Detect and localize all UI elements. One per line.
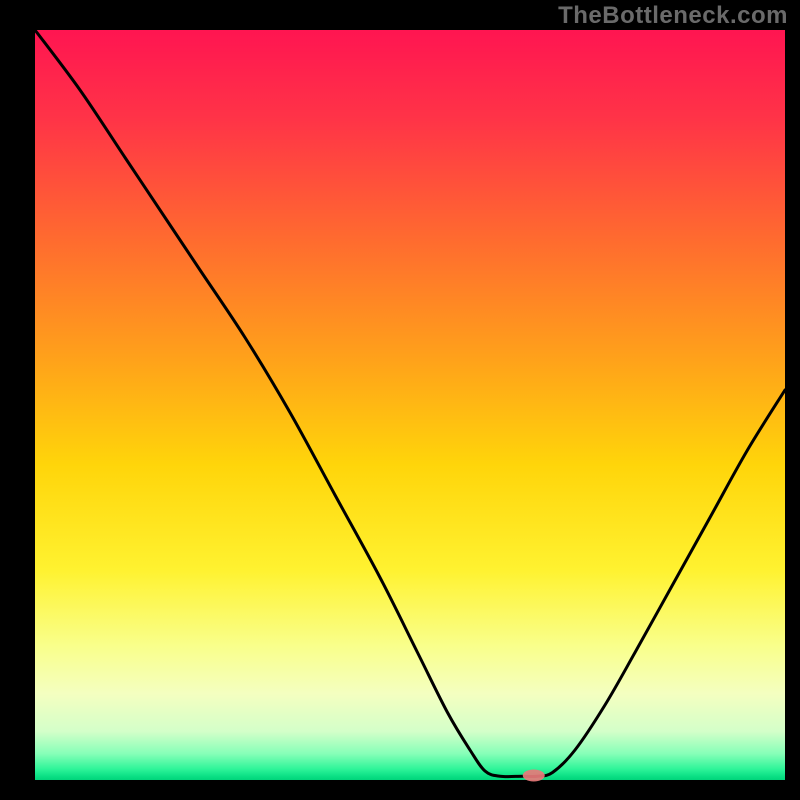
- optimal-marker: [523, 770, 545, 782]
- watermark-text: TheBottleneck.com: [558, 2, 788, 30]
- bottleneck-chart: [0, 0, 800, 800]
- chart-frame: { "watermark": { "text": "TheBottleneck.…: [0, 0, 800, 800]
- gradient-background: [35, 30, 785, 780]
